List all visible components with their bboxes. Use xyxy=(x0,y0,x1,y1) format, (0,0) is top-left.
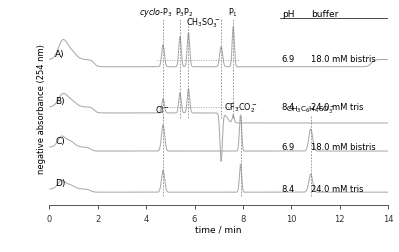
Text: CF$_3$CO$_2^-$: CF$_3$CO$_2^-$ xyxy=(224,101,257,115)
Text: P$_1$: P$_1$ xyxy=(228,6,238,18)
Text: 18.0 mM bistris: 18.0 mM bistris xyxy=(311,142,375,151)
Text: buffer: buffer xyxy=(311,10,338,18)
Text: P$_3$P$_2$: P$_3$P$_2$ xyxy=(175,6,194,18)
Text: CH$_3$C$_6$H$_4$SO$_3^-$: CH$_3$C$_6$H$_4$SO$_3^-$ xyxy=(286,104,336,115)
Text: A): A) xyxy=(55,49,65,58)
Text: 24.0 mM tris: 24.0 mM tris xyxy=(311,184,363,193)
Text: D): D) xyxy=(55,178,66,187)
Text: 18.0 mM bistris: 18.0 mM bistris xyxy=(311,55,375,64)
Text: $\mathit{cyclo}$-P$_3$: $\mathit{cyclo}$-P$_3$ xyxy=(139,6,173,18)
Text: 6.9: 6.9 xyxy=(282,142,295,151)
Text: 8.4: 8.4 xyxy=(282,184,295,193)
Text: 8.4: 8.4 xyxy=(282,102,295,111)
X-axis label: time / min: time / min xyxy=(196,225,242,234)
Text: C): C) xyxy=(55,137,65,146)
Text: Cl$^-$: Cl$^-$ xyxy=(156,104,171,115)
Text: B): B) xyxy=(55,97,65,106)
Text: 6.9: 6.9 xyxy=(282,55,295,64)
Text: CH$_3$SO$_3^-$: CH$_3$SO$_3^-$ xyxy=(186,16,220,29)
Text: pH: pH xyxy=(282,10,294,18)
Y-axis label: negative absorbance (254 nm): negative absorbance (254 nm) xyxy=(38,44,46,173)
Text: 24.0 mM tris: 24.0 mM tris xyxy=(311,102,363,111)
